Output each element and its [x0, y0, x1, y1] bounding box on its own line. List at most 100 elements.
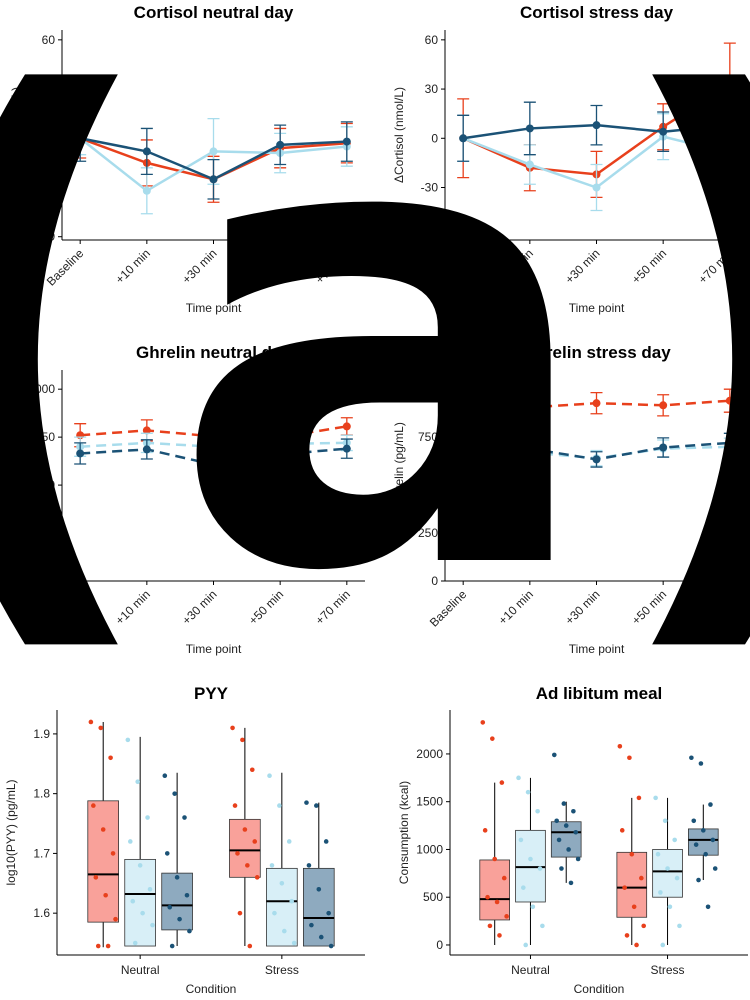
data-point [269, 863, 275, 868]
y-tick-label: 2000 [416, 747, 443, 761]
point [142, 445, 151, 454]
data-point [504, 914, 509, 919]
data-point [135, 779, 140, 785]
box [302, 867, 335, 947]
panel-title: Ghrelin neutral day [136, 343, 291, 362]
x-axis-label: Condition [186, 982, 237, 996]
data-point [535, 808, 540, 814]
data-point [254, 875, 260, 880]
data-point [267, 773, 272, 779]
data-point [566, 847, 571, 852]
data-point [187, 928, 192, 934]
data-point [147, 886, 153, 892]
box [161, 872, 193, 931]
data-point [641, 923, 646, 929]
y-tick-label: 750 [35, 430, 55, 444]
y-tick-label: 1.9 [33, 727, 50, 741]
data-point [490, 736, 495, 741]
data-point [552, 752, 557, 758]
data-point [639, 875, 644, 881]
x-tick-label: Stress [265, 963, 299, 977]
y-tick-label: 500 [35, 478, 55, 492]
data-point [559, 866, 564, 871]
point [725, 149, 734, 158]
data-point [150, 922, 155, 928]
data-point [698, 761, 704, 766]
data-point [487, 923, 493, 929]
y-tick-label: -30 [421, 181, 439, 195]
data-point [282, 928, 287, 934]
y-tick-label: 0 [436, 938, 443, 952]
data-point [169, 943, 175, 949]
x-axis-label: Time point [186, 301, 242, 315]
y-tick-label: 60 [425, 33, 439, 47]
point [142, 426, 151, 435]
y-axis-label: ΔCortisol (nmol/L) [392, 87, 406, 183]
data-point [95, 943, 101, 949]
point [592, 121, 601, 130]
data-point [140, 910, 145, 916]
data-point [636, 795, 642, 801]
data-point [708, 802, 713, 807]
y-tick-label: 250 [418, 526, 438, 540]
panel-title: Cortisol stress day [520, 3, 674, 22]
point [592, 183, 601, 192]
box [266, 867, 298, 947]
data-point [252, 839, 258, 844]
y-axis-label: ΔCortisol (nmol/L) [9, 87, 23, 183]
data-point [658, 890, 663, 895]
point [659, 401, 668, 410]
panel: Ad libitum meal 0 500 1000 1500 2000 Consumpti… [397, 684, 748, 996]
data-point [242, 827, 248, 832]
data-point [100, 827, 106, 832]
y-axis-label: Acyl ghrelin (pg/mL) [392, 422, 406, 529]
data-point [182, 815, 187, 820]
point [209, 175, 218, 184]
data-point [629, 851, 635, 857]
point [525, 403, 534, 412]
panel-title: Ghrelin stress day [522, 343, 671, 362]
y-tick-label: -60 [421, 230, 439, 244]
data-point [174, 875, 180, 880]
y-tick-label: 1000 [411, 382, 438, 396]
data-point [696, 877, 701, 883]
data-point [689, 755, 694, 761]
y-tick-label: -60 [38, 230, 56, 244]
y-tick-label: -30 [38, 181, 56, 195]
x-axis-label: Time point [569, 301, 625, 315]
point [209, 147, 218, 156]
data-point [691, 818, 697, 824]
data-point [314, 803, 319, 808]
data-point [530, 904, 536, 910]
data-point [326, 910, 331, 916]
point [142, 186, 151, 195]
data-point [110, 851, 116, 856]
y-tick-label: 1000 [28, 382, 55, 396]
data-point [272, 910, 277, 916]
point [525, 444, 534, 453]
data-point [556, 837, 562, 843]
y-tick-label: 750 [418, 430, 438, 444]
data-point [480, 720, 486, 725]
x-tick-label: Neutral [121, 963, 160, 977]
data-point [571, 808, 576, 814]
point [725, 80, 734, 89]
y-axis-label: Acyl ghrelin (pg/mL) [9, 422, 23, 529]
data-point [105, 943, 111, 949]
point [209, 460, 218, 469]
data-point [247, 943, 253, 949]
y-tick-label: 0 [431, 131, 438, 145]
data-point [573, 829, 579, 835]
point [459, 415, 468, 424]
data-point [485, 894, 490, 900]
data-point [568, 880, 574, 886]
y-tick-label: 0 [431, 574, 438, 588]
data-point [674, 875, 680, 881]
point [142, 147, 151, 156]
point [209, 432, 218, 441]
data-point [561, 801, 567, 806]
y-tick-label: 30 [42, 82, 56, 96]
data-point [304, 800, 309, 805]
point [276, 140, 285, 149]
y-axis-label: Consumption (kcal) [397, 781, 411, 884]
